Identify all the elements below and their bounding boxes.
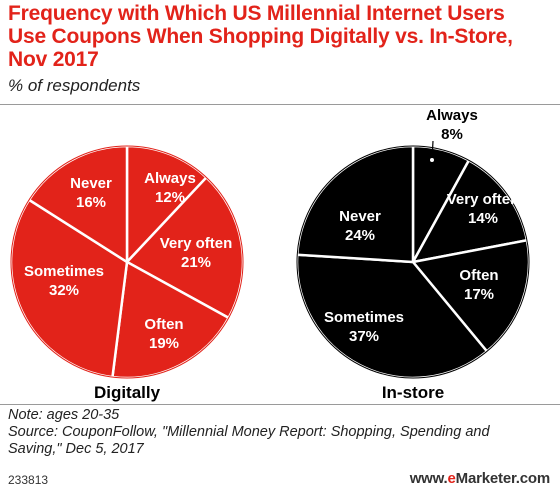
brand-prefix: www. <box>409 470 448 487</box>
chart-id: 233813 <box>8 473 49 487</box>
slice-value-very-often: 14% <box>468 210 498 227</box>
pie-name-in-store: In-store <box>382 383 444 402</box>
slice-value-sometimes: 32% <box>49 282 79 299</box>
brand-e: e <box>447 470 456 487</box>
slice-label-never: Never <box>70 175 112 192</box>
slice-value-always: 8% <box>441 126 463 143</box>
chart-title: Frequency with Which US Millennial Inter… <box>8 2 553 71</box>
footnotes: Note: ages 20-35 Source: CouponFollow, "… <box>8 407 556 458</box>
pie-outline <box>10 145 244 379</box>
pie-name-digitally: Digitally <box>94 383 161 402</box>
source-line-2: Saving," Dec 5, 2017 <box>8 441 144 457</box>
pie-outline <box>296 145 530 379</box>
slice-never <box>295 144 415 264</box>
slice-label-very-often: Very often <box>160 235 233 252</box>
top-divider <box>0 104 560 105</box>
leader-dot <box>429 157 435 163</box>
slice-value-never: 24% <box>345 227 375 244</box>
chart-title-line-3: Nov 2017 <box>8 48 99 71</box>
slice-value-sometimes: 37% <box>349 328 379 345</box>
slice-value-always: 12% <box>155 189 185 206</box>
slice-label-never: Never <box>339 208 381 225</box>
slice-label-always: Always <box>426 107 478 124</box>
bottom-divider <box>0 404 560 405</box>
slice-label-always: Always <box>144 170 196 187</box>
pie-digitally: Always 12% Very often 21% Often 19% Sometimes 3… <box>9 144 245 402</box>
chart-title-line-1: Frequency with Which US Millennial Inter… <box>8 2 505 25</box>
chart-title-line-2: Use Coupons When Shopping Digitally vs. … <box>8 25 513 48</box>
slice-label-very-often: Very often <box>447 191 520 208</box>
slice-label-often: Often <box>144 316 183 333</box>
source-line-1: Source: CouponFollow, "Millennial Money … <box>8 424 490 440</box>
note: Note: ages 20-35 <box>8 407 120 423</box>
slice-label-often: Often <box>459 267 498 284</box>
slice-value-very-often: 21% <box>181 254 211 271</box>
slice-value-often: 19% <box>149 335 179 352</box>
slice-value-often: 17% <box>464 286 494 303</box>
slice-label-sometimes: Sometimes <box>24 263 104 280</box>
emarketer-logo: www.eMarketer.com <box>409 470 551 487</box>
chart-subtitle: % of respondents <box>8 76 141 95</box>
slice-label-sometimes: Sometimes <box>324 309 404 326</box>
leader-line <box>431 140 434 161</box>
brand-suffix: Marketer.com <box>455 470 551 487</box>
slice-value-never: 16% <box>76 194 106 211</box>
pie-in-store: Always 8% Very often 14% Often 17% Sometimes 37… <box>295 107 531 402</box>
